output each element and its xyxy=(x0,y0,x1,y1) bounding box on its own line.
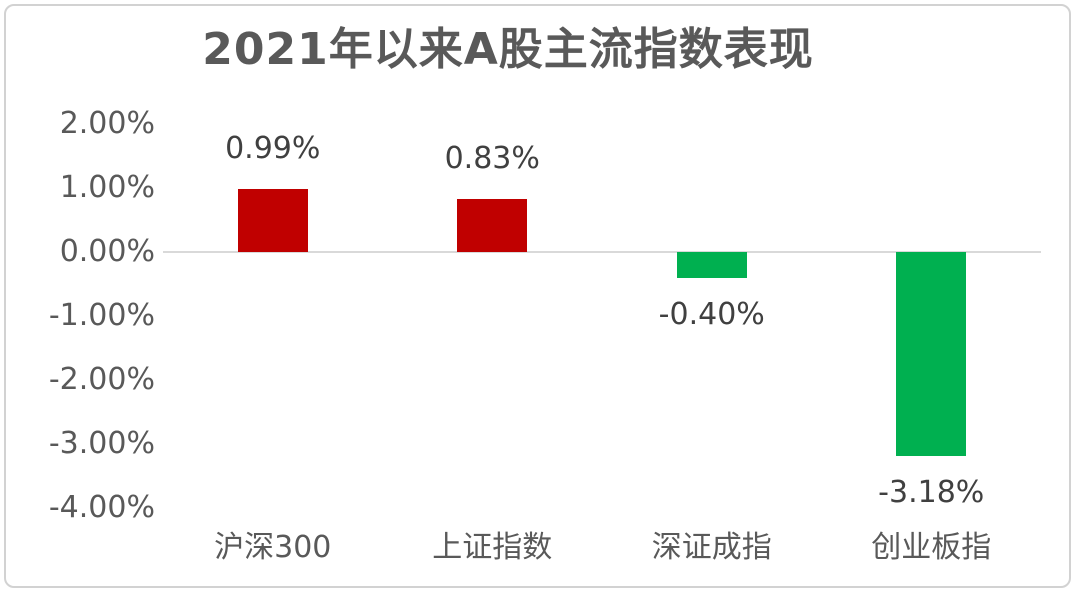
chart-title: 2021年以来A股主流指数表现 xyxy=(202,24,814,75)
bar-value-label: -0.40% xyxy=(658,296,765,332)
x-axis-category-label: 深证成指 xyxy=(651,530,772,565)
y-axis-tick-label: -4.00% xyxy=(48,490,155,525)
x-axis-category-label: 沪深300 xyxy=(214,530,332,565)
y-axis-tick-label: 1.00% xyxy=(59,170,155,205)
chart-card xyxy=(4,4,1071,588)
bar-2 xyxy=(676,252,747,278)
zero-axis-line xyxy=(163,251,1041,253)
y-axis-tick-label: 0.00% xyxy=(59,234,155,269)
x-axis-category-label: 创业板指 xyxy=(871,530,992,565)
y-axis-tick-label: -1.00% xyxy=(48,298,155,333)
bar-value-label: 0.99% xyxy=(225,130,321,166)
y-axis-tick-label: -2.00% xyxy=(48,362,155,397)
bar-0 xyxy=(237,188,308,252)
y-axis-tick-label: -3.00% xyxy=(48,426,155,461)
bar-value-label: 0.83% xyxy=(444,140,540,176)
x-axis-category-label: 上证指数 xyxy=(432,530,553,565)
bar-3 xyxy=(896,252,967,456)
bar-1 xyxy=(457,198,528,252)
y-axis-tick-label: 2.00% xyxy=(59,106,155,141)
bar-value-label: -3.18% xyxy=(878,474,985,510)
